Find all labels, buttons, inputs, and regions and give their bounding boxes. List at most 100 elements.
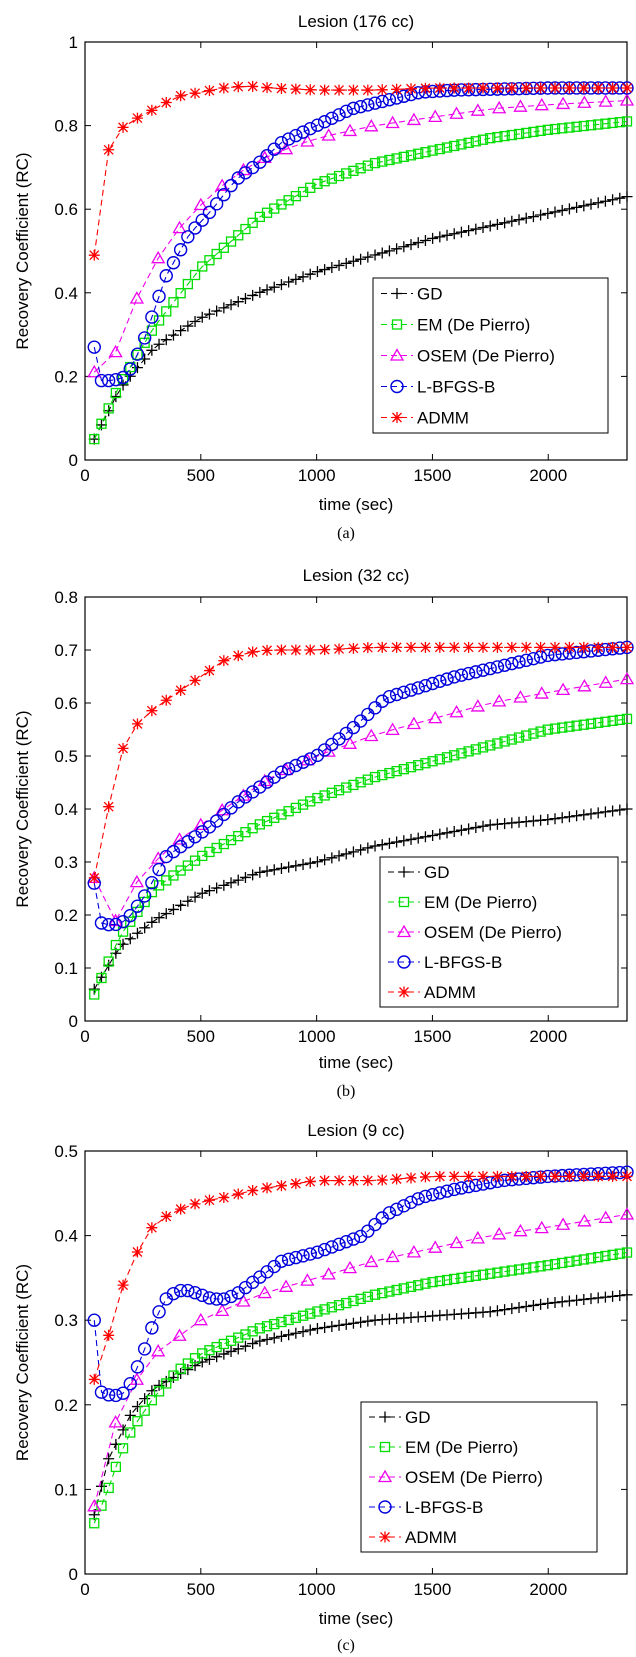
data-point <box>347 255 359 267</box>
data-point <box>434 1275 445 1287</box>
data-point <box>447 670 461 684</box>
data-point <box>398 764 409 775</box>
data-point <box>281 1252 296 1267</box>
data-point <box>312 792 323 804</box>
data-point <box>333 170 345 182</box>
data-point <box>405 239 417 251</box>
legend: GD EM (De Pierro) OSEM (De Pierro) L-BFGS-B… <box>379 856 619 1008</box>
data-point <box>364 728 379 742</box>
x-tick-label: 500 <box>187 466 215 485</box>
legend-label: L-BFGS-B <box>424 953 502 972</box>
data-point <box>296 755 310 769</box>
data-point <box>110 1461 122 1473</box>
data-point <box>188 830 202 844</box>
data-point <box>411 1192 425 1206</box>
data-point <box>376 641 388 653</box>
data-point <box>167 329 179 341</box>
data-point <box>362 84 374 96</box>
data-point <box>319 1321 331 1333</box>
data-point <box>362 251 374 263</box>
data-point <box>362 842 374 854</box>
data-point <box>434 231 446 243</box>
y-tick-label: 0.3 <box>54 853 78 872</box>
data-point <box>506 1303 518 1315</box>
data-point <box>181 230 195 244</box>
legend-marker <box>379 1411 391 1423</box>
data-point <box>369 840 381 852</box>
data-point <box>578 719 589 730</box>
data-point <box>303 121 317 136</box>
data-point <box>364 118 379 132</box>
data-point <box>172 220 187 234</box>
data-point <box>304 268 316 280</box>
data-point <box>456 748 467 759</box>
data-point <box>535 1298 547 1310</box>
data-point <box>492 1267 503 1278</box>
data-point <box>470 1270 481 1281</box>
data-point <box>563 1295 575 1307</box>
data-point <box>146 1385 158 1397</box>
data-point <box>520 816 532 828</box>
data-point <box>326 262 338 274</box>
legend-marker <box>396 924 412 938</box>
legend-label: OSEM (De Pierro) <box>417 347 555 366</box>
data-point <box>339 104 353 119</box>
data-point <box>236 1294 251 1307</box>
y-tick-label: 0.6 <box>54 694 78 713</box>
data-point <box>101 1388 116 1402</box>
data-point <box>419 831 431 843</box>
data-point <box>382 1206 397 1220</box>
data-point <box>202 205 217 220</box>
data-point <box>549 1170 561 1182</box>
data-point <box>109 1388 123 1403</box>
data-point <box>584 644 598 658</box>
data-point <box>203 1353 215 1365</box>
data-point <box>585 198 597 210</box>
data-point <box>375 1211 389 1225</box>
data-point <box>469 665 483 679</box>
data-point <box>300 134 315 147</box>
data-point <box>535 814 547 826</box>
data-point <box>593 1252 604 1263</box>
y-tick-label: 0.3 <box>54 1311 78 1330</box>
data-point <box>346 1232 361 1246</box>
data-point <box>326 1320 338 1332</box>
legend-marker <box>377 1469 393 1483</box>
data-point <box>434 82 446 94</box>
legend-label: GD <box>424 863 450 882</box>
data-point <box>188 221 202 235</box>
data-point <box>384 767 395 779</box>
data-point <box>341 1297 352 1309</box>
data-point <box>247 869 259 881</box>
y-tick-label: 0 <box>69 1012 78 1031</box>
data-point <box>614 804 626 816</box>
data-point <box>173 243 188 257</box>
data-point <box>274 765 289 779</box>
data-point <box>420 147 431 158</box>
data-point <box>364 1254 379 1268</box>
data-point <box>189 1360 201 1372</box>
y-tick-label: 0.4 <box>54 1227 78 1246</box>
data-point <box>247 80 259 92</box>
data-point <box>527 815 539 827</box>
data-point <box>254 819 265 830</box>
series-l-bfgs-b <box>87 640 634 932</box>
data-point <box>463 1271 474 1282</box>
data-point <box>469 1178 483 1193</box>
data-point <box>614 117 625 128</box>
data-point <box>577 95 592 108</box>
data-point <box>549 723 561 734</box>
data-point <box>542 724 553 735</box>
data-point <box>592 1170 604 1182</box>
data-point <box>268 1332 280 1344</box>
data-point <box>513 128 525 140</box>
data-point <box>217 1292 231 1306</box>
data-point <box>145 310 159 324</box>
data-point <box>261 1334 273 1346</box>
data-point <box>304 1324 316 1336</box>
data-point <box>290 860 302 872</box>
data-point <box>333 1319 345 1331</box>
data-point <box>232 1188 244 1200</box>
data-point <box>564 1256 575 1267</box>
data-point <box>578 1254 589 1265</box>
